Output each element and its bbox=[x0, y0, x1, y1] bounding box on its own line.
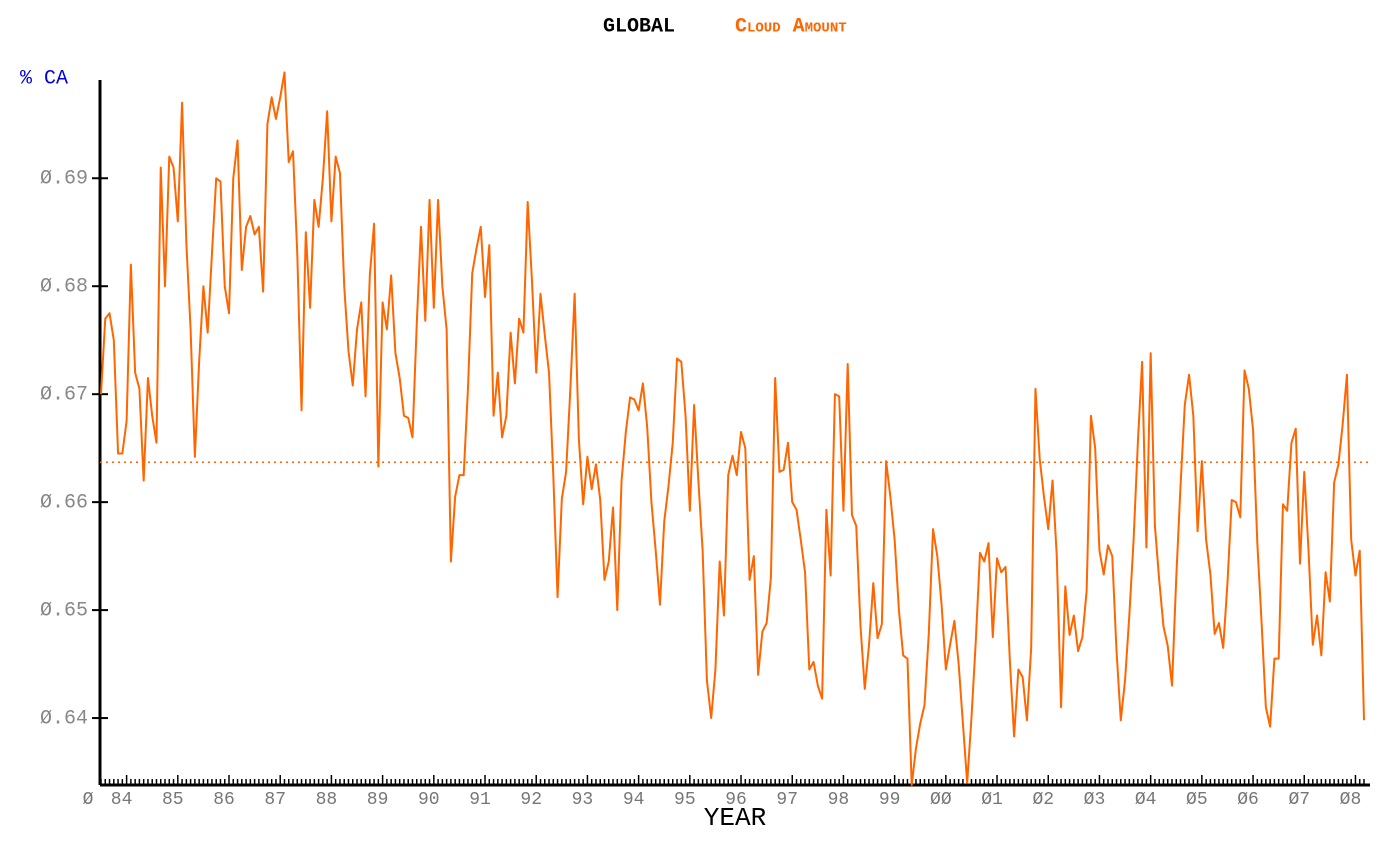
x-tick-label: 85 bbox=[162, 790, 184, 810]
y-axis-label: % CA bbox=[20, 67, 68, 90]
x-tick-label: 89 bbox=[367, 790, 389, 810]
x-tick-label: 84 bbox=[111, 790, 133, 810]
x-tick-label: Ø8 bbox=[1340, 790, 1362, 810]
x-tick-label: Ø4 bbox=[1135, 790, 1157, 810]
x-tick-label: Ø6 bbox=[1237, 790, 1259, 810]
x-tick-label: 90 bbox=[418, 790, 440, 810]
x-tick-label: ØØ bbox=[930, 790, 952, 810]
x-tick-label: 87 bbox=[264, 790, 286, 810]
x-tick-label: Ø1 bbox=[981, 790, 1003, 810]
x-tick-label: 95 bbox=[674, 790, 696, 810]
x-tick-label: Ø7 bbox=[1288, 790, 1310, 810]
x-tick-label: 97 bbox=[776, 790, 798, 810]
y-tick-label: Ø.64 bbox=[40, 707, 88, 730]
x-tick-label: 93 bbox=[572, 790, 594, 810]
data-line bbox=[100, 71, 1365, 786]
origin-label: Ø bbox=[83, 790, 94, 810]
y-tick-label: Ø.67 bbox=[40, 383, 88, 406]
x-tick-label: Ø2 bbox=[1032, 790, 1054, 810]
y-tick-label: Ø.65 bbox=[40, 599, 88, 622]
x-tick-label: 98 bbox=[828, 790, 850, 810]
chart-subtitle: Cloud Amount bbox=[735, 15, 847, 38]
x-tick-label: 92 bbox=[520, 790, 542, 810]
x-tick-label: Ø5 bbox=[1186, 790, 1208, 810]
x-tick-label: 88 bbox=[316, 790, 338, 810]
x-tick-label: 94 bbox=[623, 790, 645, 810]
y-tick-label: Ø.68 bbox=[40, 275, 88, 298]
x-tick-label: 96 bbox=[725, 790, 747, 810]
x-tick-label: 91 bbox=[469, 790, 491, 810]
y-tick-label: Ø.69 bbox=[40, 168, 88, 191]
x-axis-label: YEAR bbox=[704, 803, 766, 833]
x-tick-label: 86 bbox=[213, 790, 235, 810]
x-tick-label: Ø3 bbox=[1084, 790, 1106, 810]
x-tick-label: 99 bbox=[879, 790, 901, 810]
chart-title: GLOBAL bbox=[603, 15, 675, 38]
y-tick-label: Ø.66 bbox=[40, 491, 88, 514]
